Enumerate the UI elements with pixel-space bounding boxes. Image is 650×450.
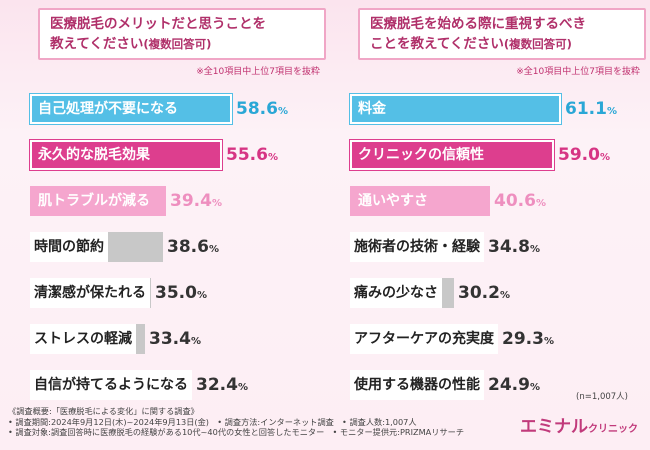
bar-value-unit: % xyxy=(190,336,201,347)
bar-value-unit: % xyxy=(196,290,207,301)
footer-line-2: • 調査期間:2024年9月12日(木)~2024年9月13日(金) • 調査方… xyxy=(8,416,417,427)
bar-label: 施術者の技術・経験 xyxy=(350,232,484,262)
chart-note: ※全10項目中上位7項目を抜粋 xyxy=(516,67,640,77)
bar-label: アフターケアの充実度 xyxy=(350,324,498,354)
bar-row: ストレスの軽減 33.4% xyxy=(30,324,340,354)
chart-title-text: ことを教えてください xyxy=(370,36,504,52)
chart-title-line2: 教えてください(複数回答可) xyxy=(50,36,211,52)
bar-value-number: 40.6 xyxy=(494,191,536,211)
bar-value-unit: % xyxy=(599,152,610,163)
bar-value-unit: % xyxy=(499,290,510,301)
bar-value-number: 33.4 xyxy=(149,329,191,349)
bar-value-label: 29.3% xyxy=(502,324,554,354)
bar-label: 肌トラブルが減る xyxy=(38,193,150,209)
bar-value-number: 59.0 xyxy=(558,145,600,165)
bar-value-label: 35.0% xyxy=(155,278,207,308)
chart-title-line2: ことを教えてください(複数回答可) xyxy=(370,36,572,52)
bar-value-number: 58.6 xyxy=(236,99,278,119)
bar-value-number: 32.4 xyxy=(196,375,238,395)
bar-row: 自己処理が不要になる 58.6% xyxy=(30,94,340,124)
bar-value-unit: % xyxy=(529,244,540,255)
bar-value-number: 39.4 xyxy=(170,191,212,211)
chart-title-line1: 医療脱毛のメリットだと思うことを xyxy=(50,16,266,32)
bar xyxy=(30,186,166,216)
bar-value-number: 38.6 xyxy=(167,237,209,257)
bar-label: 清潔感が保たれる xyxy=(30,278,150,308)
chart-title-text: 教えてください xyxy=(50,36,144,52)
bar-value-number: 34.8 xyxy=(488,237,530,257)
chart-panel-merits: 医療脱毛のメリットだと思うことを 教えてください(複数回答可) ※全10項目中上… xyxy=(30,0,340,400)
bar-value-label: 30.2% xyxy=(458,278,510,308)
bar-label: 永久的な脱毛効果 xyxy=(38,147,150,163)
footer-line-3: • 調査対象:調査回答時に医療脱毛の経験がある10代~40代の女性と回答したモニ… xyxy=(8,427,465,438)
bar-value-label: 40.6% xyxy=(494,186,546,216)
bar-row: 清潔感が保たれる 35.0% xyxy=(30,278,340,308)
bar-row: 痛みの少なさ 30.2% xyxy=(350,278,650,308)
chart-title-box: 医療脱毛を始める際に重視するべき ことを教えてください(複数回答可) xyxy=(358,8,646,60)
bar-value-unit: % xyxy=(267,152,278,163)
chart-title-line1: 医療脱毛を始める際に重視するべき xyxy=(370,16,586,32)
brand-logo: エミナルクリニック xyxy=(520,412,638,437)
bar-value-label: 55.6% xyxy=(226,140,278,170)
brand-sub: クリニック xyxy=(588,424,638,435)
bar-value-number: 55.6 xyxy=(226,145,268,165)
bar-value-label: 59.0% xyxy=(558,140,610,170)
footer-line-1: 《調査概要:「医療脱毛による変化」に関する調査》 xyxy=(8,406,199,416)
bar-value-unit: % xyxy=(237,382,248,393)
bar-value-label: 32.4% xyxy=(196,370,248,400)
bar-row: クリニックの信頼性 59.0% xyxy=(350,140,650,170)
bar-label: 自己処理が不要になる xyxy=(38,101,178,117)
bar-row: 肌トラブルが減る 39.4% xyxy=(30,186,340,216)
bar-row: アフターケアの充実度 29.3% xyxy=(350,324,650,354)
brand-name: エミナル xyxy=(520,417,588,437)
bar-value-unit: % xyxy=(529,382,540,393)
bar-value-unit: % xyxy=(606,106,617,117)
chart-panel-priorities: 医療脱毛を始める際に重視するべき ことを教えてください(複数回答可) ※全10項… xyxy=(350,0,650,400)
bar-row: 施術者の技術・経験 34.8% xyxy=(350,232,650,262)
bar-value-unit: % xyxy=(535,198,546,209)
bar-value-label: 33.4% xyxy=(149,324,201,354)
bar-label: ストレスの軽減 xyxy=(30,324,136,354)
bar-value-number: 29.3 xyxy=(502,329,544,349)
bar-value-unit: % xyxy=(211,198,222,209)
bar-value-label: 61.1% xyxy=(565,94,617,124)
bar-label: 料金 xyxy=(358,101,386,117)
bar-row: 時間の節約 38.6% xyxy=(30,232,340,262)
bar-value-unit: % xyxy=(277,106,288,117)
bar-row: 永久的な脱毛効果 55.6% xyxy=(30,140,340,170)
bar-label: 痛みの少なさ xyxy=(350,278,442,308)
bar-value-number: 24.9 xyxy=(488,375,530,395)
bar-label: 通いやすさ xyxy=(358,193,428,209)
bar-value-label: 58.6% xyxy=(236,94,288,124)
bar-value-label: 38.6% xyxy=(167,232,219,262)
bar-label: クリニックの信頼性 xyxy=(358,147,484,163)
chart-title-box: 医療脱毛のメリットだと思うことを 教えてください(複数回答可) xyxy=(38,8,326,60)
bar-value-label: 34.8% xyxy=(488,232,540,262)
bar xyxy=(350,94,561,124)
bar-row: 自信が持てるようになる 32.4% xyxy=(30,370,340,400)
bar-value-unit: % xyxy=(543,336,554,347)
chart-title-suffix: (複数回答可) xyxy=(143,37,212,51)
chart-note: ※全10項目中上位7項目を抜粋 xyxy=(196,67,320,77)
bar-label: 自信が持てるようになる xyxy=(30,370,192,400)
bar xyxy=(30,140,222,170)
bar-value-unit: % xyxy=(208,244,219,255)
bar-value-number: 61.1 xyxy=(565,99,607,119)
sample-size-label: (n=1,007人) xyxy=(576,392,628,402)
bar xyxy=(350,140,554,170)
bar-row: 通いやすさ 40.6% xyxy=(350,186,650,216)
bar-value-number: 35.0 xyxy=(155,283,197,303)
chart-title-suffix: (複数回答可) xyxy=(503,37,572,51)
bar-label: 時間の節約 xyxy=(30,232,108,262)
bar-label: 使用する機器の性能 xyxy=(350,370,484,400)
bar xyxy=(350,186,490,216)
bar-row: 使用する機器の性能 24.9% xyxy=(350,370,650,400)
survey-footer: 《調査概要:「医療脱毛による変化」に関する調査》 • 調査期間:2024年9月1… xyxy=(8,406,508,438)
bar xyxy=(30,94,232,124)
bar-value-label: 24.9% xyxy=(488,370,540,400)
bar-row: 料金 61.1% xyxy=(350,94,650,124)
bar-value-label: 39.4% xyxy=(170,186,222,216)
bar-value-number: 30.2 xyxy=(458,283,500,303)
